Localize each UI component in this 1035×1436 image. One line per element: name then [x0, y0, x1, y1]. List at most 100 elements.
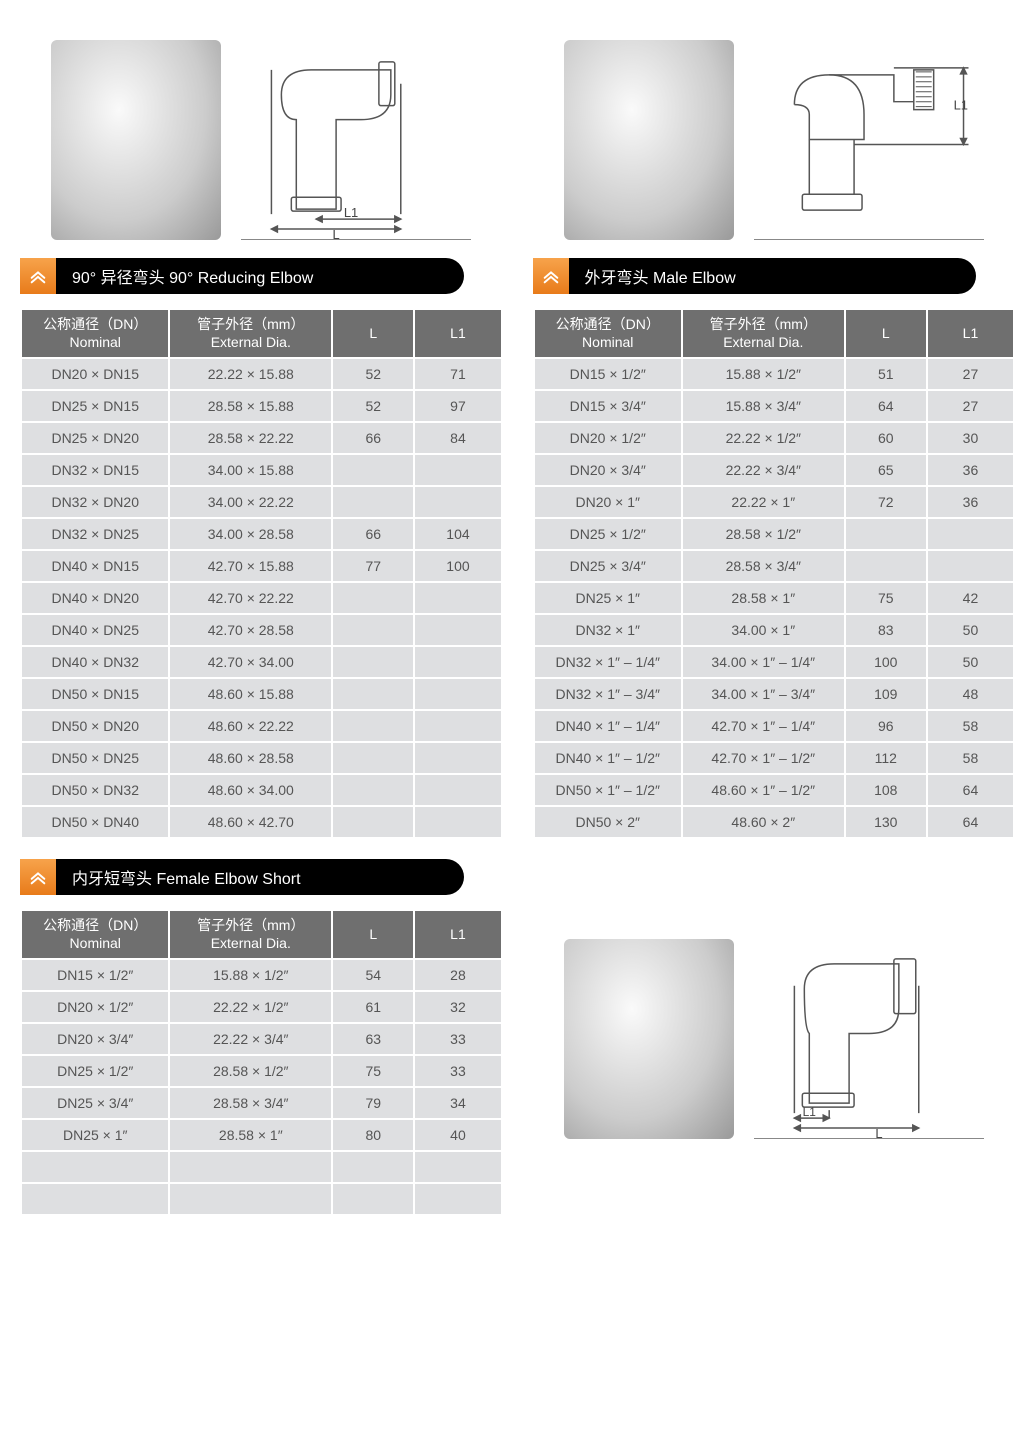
table-cell: 27: [928, 359, 1013, 389]
page: L1 L 90° 异径弯头 90° Reducing Elbow 公称通径（DN…: [20, 20, 1015, 1216]
table-cell: 64: [928, 775, 1013, 805]
table-cell: [333, 1184, 413, 1214]
table-cell: [333, 743, 413, 773]
female-table: 公称通径（DN）Nominal 管子外径（mm）External Dia. L …: [20, 909, 503, 1216]
table-cell: 22.22 × 3/4″: [170, 1024, 331, 1054]
table-cell: 34: [415, 1088, 500, 1118]
table-header-row: 公称通径（DN）Nominal 管子外径（mm）External Dia. L …: [535, 310, 1014, 357]
table-cell: DN50 × DN20: [22, 711, 168, 741]
male-title: 外牙弯头 Male Elbow: [585, 264, 736, 288]
female-title: 内牙短弯头 Female Elbow Short: [72, 865, 301, 889]
table-cell: DN50 × DN40: [22, 807, 168, 837]
table-cell: 36: [928, 455, 1013, 485]
table-cell: DN15 × 3/4″: [535, 391, 681, 421]
table-cell: 97: [415, 391, 500, 421]
table-cell: 112: [846, 743, 926, 773]
table-row: DN50 × 2″48.60 × 2″13064: [535, 807, 1014, 837]
table-row: DN15 × 3/4″15.88 × 3/4″6427: [535, 391, 1014, 421]
table-row: DN40 × 1″ – 1/4″42.70 × 1″ – 1/4″9658: [535, 711, 1014, 741]
table-cell: 28.58 × 1/2″: [170, 1056, 331, 1086]
male-tbody: DN15 × 1/2″15.88 × 1/2″5127DN15 × 3/4″15…: [535, 359, 1014, 837]
table-cell: [333, 807, 413, 837]
table-cell: 48.60 × 42.70: [170, 807, 331, 837]
table-cell: DN20 × 3/4″: [22, 1024, 168, 1054]
table-row: DN25 × 1″28.58 × 1″7542: [535, 583, 1014, 613]
chevron-up-icon: [20, 258, 56, 294]
table-cell: 80: [333, 1120, 413, 1150]
table-cell: 71: [415, 359, 500, 389]
table-cell: 15.88 × 3/4″: [683, 391, 844, 421]
table-cell: 27: [928, 391, 1013, 421]
table-row: DN20 × 1″22.22 × 1″7236: [535, 487, 1014, 517]
chevron-up-icon: [20, 859, 56, 895]
table-cell: 15.88 × 1/2″: [683, 359, 844, 389]
table-cell: 42.70 × 28.58: [170, 615, 331, 645]
section-male: L1 外牙弯头 Male Elbow 公称通径（DN）Nominal 管子外径（…: [533, 20, 1016, 839]
table-cell: DN50 × DN25: [22, 743, 168, 773]
table-cell: DN20 × 1/2″: [22, 992, 168, 1022]
table-row: DN40 × DN2542.70 × 28.58: [22, 615, 501, 645]
table-cell: [415, 1152, 500, 1182]
table-cell: 33: [415, 1024, 500, 1054]
table-cell: [333, 455, 413, 485]
table-cell: [846, 551, 926, 581]
table-cell: DN25 × 3/4″: [22, 1088, 168, 1118]
table-cell: 83: [846, 615, 926, 645]
table-cell: DN40 × DN20: [22, 583, 168, 613]
table-row: DN25 × 1/2″28.58 × 1/2″: [535, 519, 1014, 549]
table-cell: DN25 × 1/2″: [22, 1056, 168, 1086]
table-cell: [415, 583, 500, 613]
table-cell: 50: [928, 615, 1013, 645]
table-cell: DN15 × 1/2″: [22, 960, 168, 990]
table-row: DN50 × DN4048.60 × 42.70: [22, 807, 501, 837]
table-cell: 48.60 × 34.00: [170, 775, 331, 805]
male-image-area: L1: [533, 20, 1016, 240]
table-cell: 54: [333, 960, 413, 990]
table-cell: 66: [333, 519, 413, 549]
table-cell: 40: [415, 1120, 500, 1150]
table-cell: 61: [333, 992, 413, 1022]
table-cell: 52: [333, 359, 413, 389]
diagram-label-l: L: [333, 227, 340, 239]
table-row: DN15 × 1/2″15.88 × 1/2″5428: [22, 960, 501, 990]
table-cell: [333, 679, 413, 709]
table-row: DN50 × DN1548.60 × 15.88: [22, 679, 501, 709]
reducing-title-bar: 90° 异径弯头 90° Reducing Elbow: [20, 258, 464, 294]
table-cell: 28.58 × 3/4″: [170, 1088, 331, 1118]
table-cell: DN40 × DN32: [22, 647, 168, 677]
table-header-row: 公称通径（DN）Nominal 管子外径（mm）External Dia. L …: [22, 911, 501, 958]
table-cell: [846, 519, 926, 549]
table-cell: DN15 × 1/2″: [535, 359, 681, 389]
table-row: DN25 × DN1528.58 × 15.885297: [22, 391, 501, 421]
table-cell: 42.70 × 1″ – 1/2″: [683, 743, 844, 773]
table-cell: 34.00 × 1″ – 1/4″: [683, 647, 844, 677]
table-cell: [415, 1184, 500, 1214]
table-cell: 30: [928, 423, 1013, 453]
table-row: DN50 × 1″ – 1/2″48.60 × 1″ – 1/2″10864: [535, 775, 1014, 805]
table-cell: DN20 × 1″: [535, 487, 681, 517]
table-row: DN50 × DN2048.60 × 22.22: [22, 711, 501, 741]
table-row: DN40 × DN2042.70 × 22.22: [22, 583, 501, 613]
table-cell: DN25 × DN15: [22, 391, 168, 421]
table-row: DN25 × 1/2″28.58 × 1/2″7533: [22, 1056, 501, 1086]
table-cell: 28.58 × 1″: [683, 583, 844, 613]
table-cell: [415, 775, 500, 805]
table-cell: 48.60 × 22.22: [170, 711, 331, 741]
table-cell: DN25 × 1″: [535, 583, 681, 613]
table-cell: 28: [415, 960, 500, 990]
table-cell: 100: [415, 551, 500, 581]
table-row: DN32 × DN2034.00 × 22.22: [22, 487, 501, 517]
table-cell: DN25 × 1/2″: [535, 519, 681, 549]
table-cell: 34.00 × 1″: [683, 615, 844, 645]
table-cell: 60: [846, 423, 926, 453]
table-cell: DN20 × 3/4″: [535, 455, 681, 485]
table-row: DN32 × 1″ – 1/4″34.00 × 1″ – 1/4″10050: [535, 647, 1014, 677]
table-cell: 42.70 × 15.88: [170, 551, 331, 581]
table-cell: DN25 × 3/4″: [535, 551, 681, 581]
female-image-area: L1 L: [533, 919, 1016, 1139]
table-cell: [170, 1184, 331, 1214]
table-cell: [333, 487, 413, 517]
reducing-table: 公称通径（DN）Nominal 管子外径（mm）External Dia. L …: [20, 308, 503, 839]
table-cell: 58: [928, 711, 1013, 741]
table-cell: 109: [846, 679, 926, 709]
